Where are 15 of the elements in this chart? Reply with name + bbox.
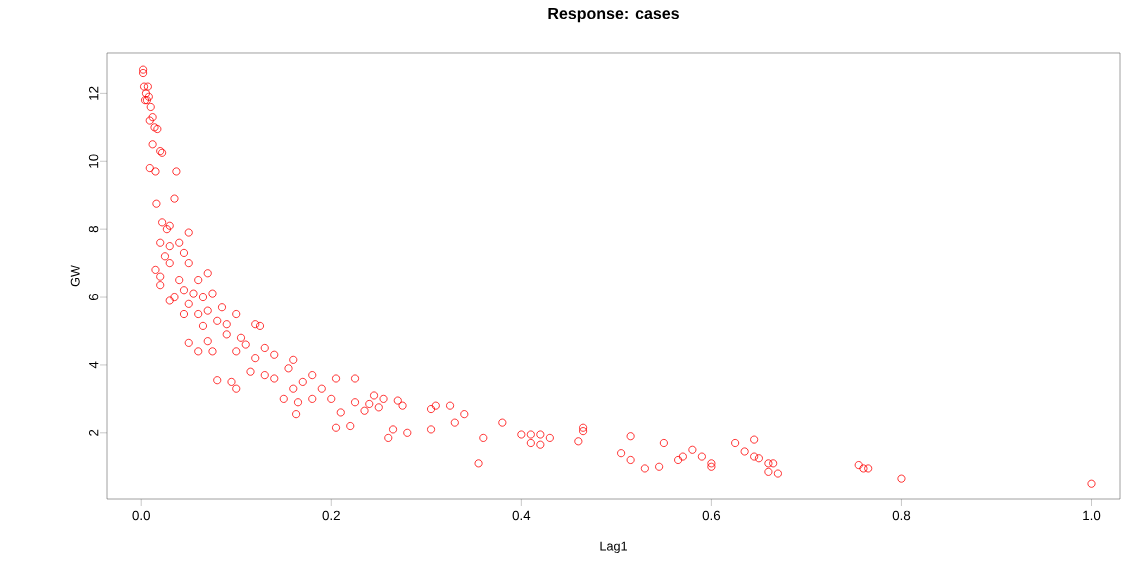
y-tick-label: 10 <box>88 154 99 168</box>
x-tick-label: 0.6 <box>702 510 721 521</box>
y-tick-label: 12 <box>88 86 99 100</box>
x-tick-label: 0.2 <box>322 510 340 521</box>
x-tick-label: 0.0 <box>132 510 150 521</box>
y-tick-label: 2 <box>88 429 99 436</box>
x-tick-label: 0.4 <box>512 510 531 521</box>
y-tick-label: 6 <box>88 293 99 301</box>
y-tick-label: 4 <box>89 361 99 369</box>
x-axis-title: Lag1 <box>600 541 627 554</box>
y-tick-label: 8 <box>88 226 99 233</box>
chart-title: Response: cases <box>548 7 679 23</box>
y-axis-title: GW <box>70 265 80 287</box>
x-tick-label: 0.8 <box>892 510 911 521</box>
x-tick-label: 1.0 <box>1083 510 1101 521</box>
